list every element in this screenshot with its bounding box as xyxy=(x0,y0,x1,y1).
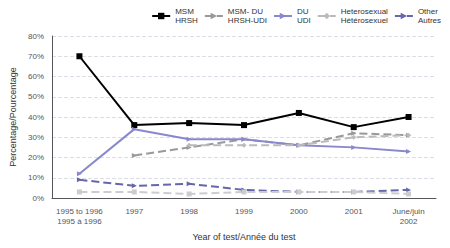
svg-text:1995 à 1996: 1995 à 1996 xyxy=(57,217,102,226)
svg-text:MSM: MSM xyxy=(175,7,194,16)
svg-text:UDI: UDI xyxy=(297,16,311,25)
svg-text:HRSH-UDI: HRSH-UDI xyxy=(228,16,267,25)
svg-text:10%: 10% xyxy=(28,173,44,182)
svg-text:0%: 0% xyxy=(32,194,44,203)
svg-text:HRSH: HRSH xyxy=(175,16,198,25)
svg-text:1998: 1998 xyxy=(180,207,198,216)
svg-text:2000: 2000 xyxy=(290,207,308,216)
svg-text:60%: 60% xyxy=(28,72,44,81)
svg-text:70%: 70% xyxy=(28,52,44,61)
svg-text:June/juin: June/juin xyxy=(393,207,425,216)
svg-text:20%: 20% xyxy=(28,153,44,162)
svg-text:Percentage/Pourcentage: Percentage/Pourcentage xyxy=(8,67,18,167)
svg-text:40%: 40% xyxy=(28,113,44,122)
svg-text:2001: 2001 xyxy=(345,207,363,216)
svg-text:Hétérosexuel: Hétérosexuel xyxy=(341,16,388,25)
svg-text:MSM- DU: MSM- DU xyxy=(228,7,263,16)
svg-text:Year of test/Année du test: Year of test/Année du test xyxy=(192,232,296,242)
svg-text:1999: 1999 xyxy=(235,207,253,216)
svg-text:Other: Other xyxy=(418,7,438,16)
svg-text:30%: 30% xyxy=(28,133,44,142)
svg-text:80%: 80% xyxy=(28,32,44,41)
svg-text:Heterosexual: Heterosexual xyxy=(341,7,388,16)
svg-text:DU: DU xyxy=(297,7,309,16)
svg-text:50%: 50% xyxy=(28,92,44,101)
svg-text:1995 to 1996: 1995 to 1996 xyxy=(56,207,103,216)
svg-text:1997: 1997 xyxy=(125,207,143,216)
svg-text:Autres: Autres xyxy=(418,16,441,25)
svg-text:2002: 2002 xyxy=(400,217,418,226)
